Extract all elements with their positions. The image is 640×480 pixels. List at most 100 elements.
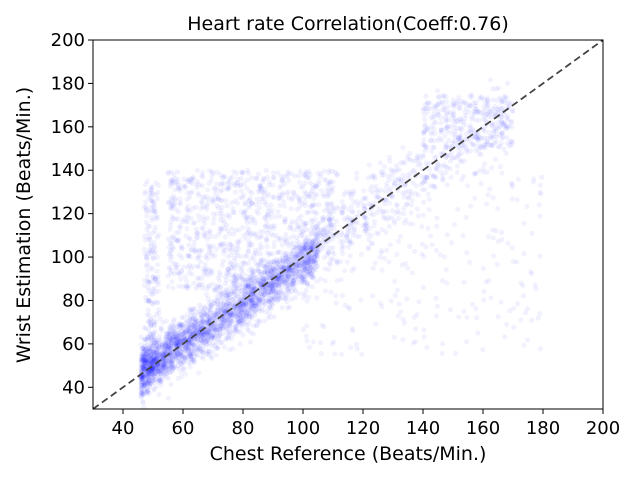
scatter-point: [232, 274, 238, 280]
scatter-point: [198, 314, 204, 320]
scatter-point: [162, 365, 168, 372]
scatter-point: [248, 286, 254, 292]
scatter-point: [211, 311, 218, 317]
scatter-point: [207, 314, 214, 320]
scatter-point: [204, 319, 210, 326]
scatter-point: [233, 287, 239, 293]
scatter-point: [203, 320, 209, 326]
scatter-point: [155, 345, 161, 351]
scatter-point: [327, 225, 333, 231]
scatter-point: [320, 192, 326, 198]
scatter-point: [480, 347, 486, 353]
scatter-point: [170, 215, 176, 221]
scatter-point: [408, 210, 414, 216]
scatter-point: [188, 348, 194, 354]
scatter-point: [279, 255, 285, 261]
scatter-point: [170, 365, 176, 371]
scatter-point: [383, 229, 389, 235]
scatter-point: [141, 355, 147, 361]
scatter-point: [161, 364, 167, 370]
scatter-point: [156, 354, 162, 360]
scatter-point: [265, 270, 271, 276]
scatter-point: [230, 331, 236, 337]
scatter-point: [384, 247, 390, 253]
scatter-point: [466, 102, 472, 108]
scatter-point: [245, 198, 251, 204]
scatter-point: [246, 313, 252, 319]
scatter-point: [280, 253, 286, 259]
scatter-point: [233, 323, 239, 329]
scatter-point: [176, 320, 182, 327]
scatter-point: [224, 322, 230, 328]
scatter-point: [259, 308, 265, 314]
scatter-point: [421, 199, 427, 205]
scatter-point: [314, 278, 320, 284]
scatter-point: [258, 269, 264, 275]
scatter-point: [190, 350, 197, 356]
scatter-point: [401, 194, 407, 200]
scatter-point: [287, 268, 293, 274]
scatter-point: [206, 340, 212, 346]
scatter-point: [177, 322, 183, 328]
scatter-point: [178, 349, 184, 355]
scatter-point: [285, 253, 291, 259]
scatter-point: [271, 266, 277, 272]
scatter-point: [178, 337, 184, 343]
scatter-point: [228, 336, 235, 342]
scatter-point: [184, 206, 190, 212]
scatter-point: [158, 361, 164, 367]
scatter-point: [147, 347, 153, 353]
scatter-point: [346, 304, 352, 310]
scatter-point: [182, 320, 189, 326]
scatter-point: [149, 357, 155, 363]
scatter-point: [191, 325, 197, 332]
scatter-point: [205, 329, 212, 335]
scatter-point: [509, 181, 515, 187]
scatter-point: [225, 327, 232, 333]
scatter-point: [145, 345, 151, 351]
scatter-point: [215, 309, 221, 315]
scatter-point: [283, 254, 289, 261]
scatter-point: [145, 360, 151, 366]
scatter-point: [145, 371, 151, 377]
scatter-point: [206, 329, 212, 335]
scatter-point: [265, 273, 271, 280]
scatter-point: [252, 312, 258, 318]
scatter-point: [226, 312, 233, 318]
scatter-point: [181, 314, 187, 320]
scatter-point: [186, 324, 192, 330]
scatter-point: [160, 370, 166, 376]
scatter-point: [138, 362, 144, 368]
scatter-point: [140, 357, 146, 364]
scatter-point: [174, 342, 180, 348]
scatter-point: [152, 353, 158, 359]
scatter-point: [246, 283, 252, 289]
scatter-point: [267, 304, 273, 310]
scatter-point: [178, 321, 184, 327]
scatter-point: [139, 358, 145, 364]
scatter-point: [276, 262, 282, 268]
scatter-point: [224, 203, 230, 209]
scatter-point: [143, 389, 149, 395]
scatter-point: [139, 398, 146, 405]
scatter-point: [240, 301, 246, 307]
scatter-point: [257, 297, 263, 303]
scatter-point: [431, 144, 437, 150]
scatter-point: [311, 254, 317, 260]
scatter-point: [163, 359, 170, 365]
scatter-point: [294, 267, 300, 273]
scatter-point: [153, 339, 159, 345]
scatter-point: [218, 339, 224, 345]
scatter-point: [245, 283, 251, 289]
scatter-point: [230, 345, 236, 352]
scatter-point: [181, 330, 187, 336]
scatter-point: [299, 276, 305, 283]
scatter-point: [200, 313, 206, 319]
scatter-point: [252, 309, 258, 315]
scatter-point: [165, 365, 172, 371]
scatter-point: [310, 244, 316, 250]
scatter-point: [215, 307, 221, 313]
scatter-point: [203, 291, 210, 297]
scatter-point: [152, 356, 158, 362]
scatter-point: [220, 325, 226, 331]
